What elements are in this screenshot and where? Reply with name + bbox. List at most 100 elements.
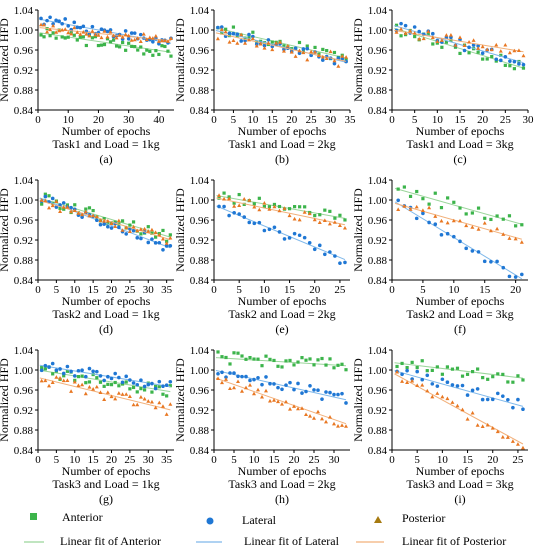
- anterior-point: [51, 31, 55, 35]
- posterior-point: [332, 421, 336, 426]
- anterior-point: [446, 196, 450, 200]
- legend-posterior-marker: [374, 516, 382, 523]
- posterior-point: [80, 212, 85, 217]
- lateral-point: [102, 378, 106, 383]
- lateral-point: [321, 58, 325, 62]
- lateral-point: [106, 374, 110, 379]
- anterior-point: [76, 375, 81, 379]
- anterior-point: [165, 394, 169, 398]
- anterior-point: [410, 360, 414, 364]
- anterior-point: [320, 356, 324, 361]
- posterior-point: [301, 50, 306, 55]
- x-axis-label: Number of epochs: [416, 464, 505, 478]
- anterior-point: [121, 40, 125, 45]
- anterior-point: [87, 380, 92, 384]
- posterior-point: [87, 385, 92, 389]
- anterior-point: [427, 202, 431, 206]
- anterior-point: [161, 228, 165, 233]
- anterior-point: [402, 185, 406, 189]
- y-tick-label: 1.04: [190, 175, 210, 187]
- posterior-point: [470, 225, 475, 229]
- anterior-point: [481, 376, 485, 380]
- posterior-point: [297, 48, 302, 53]
- anterior-point: [507, 214, 512, 218]
- x-tick-label: 10: [259, 284, 271, 296]
- y-axis-label: Normalized HFD: [351, 18, 365, 102]
- lateral-point: [301, 47, 306, 51]
- anterior-point: [458, 206, 462, 210]
- posterior-point: [50, 380, 55, 385]
- lateral-point: [425, 373, 430, 378]
- lateral-point: [256, 375, 260, 380]
- posterior-point: [127, 229, 132, 233]
- posterior-point: [157, 232, 162, 237]
- lateral-point: [157, 240, 162, 245]
- posterior-point: [61, 378, 66, 383]
- lateral-point: [131, 381, 136, 385]
- lateral-point: [102, 222, 106, 226]
- lateral-point: [297, 51, 302, 56]
- posterior-point: [135, 228, 140, 233]
- lateral-point: [75, 25, 80, 30]
- posterior-point: [232, 204, 237, 208]
- posterior-point: [302, 210, 307, 214]
- posterior-point: [124, 225, 129, 230]
- posterior-point: [451, 218, 456, 223]
- posterior-point: [282, 206, 287, 210]
- lateral-point: [247, 32, 251, 37]
- posterior-point: [72, 379, 77, 384]
- x-tick-label: 15: [462, 454, 474, 466]
- anterior-point: [460, 374, 465, 378]
- lateral-point: [333, 254, 337, 258]
- y-tick-label: 0.84: [368, 445, 388, 457]
- anterior-point: [106, 382, 110, 386]
- posterior-point: [435, 391, 440, 395]
- x-tick-label: 20: [487, 454, 499, 466]
- posterior-point: [332, 220, 337, 224]
- panel-caption: Task1 and Load = 1kg: [52, 137, 159, 151]
- anterior-point: [501, 372, 505, 376]
- lateral-point: [120, 380, 125, 385]
- lateral-point: [61, 201, 66, 205]
- lateral-point: [227, 31, 232, 36]
- posterior-point: [309, 49, 314, 54]
- posterior-point: [426, 29, 431, 34]
- anterior-point: [496, 372, 500, 376]
- posterior-point: [453, 43, 458, 47]
- anterior-point: [296, 360, 300, 364]
- y-tick-label: 0.88: [368, 85, 388, 97]
- posterior-point: [239, 32, 244, 37]
- anterior-point: [220, 355, 224, 359]
- lateral-point: [224, 375, 228, 379]
- panel-letter: (i): [454, 492, 465, 506]
- anterior-point: [142, 52, 146, 56]
- posterior-point: [60, 27, 65, 32]
- lateral-point: [300, 391, 304, 395]
- x-tick-label: 25: [309, 454, 321, 466]
- posterior-point: [91, 213, 96, 218]
- x-tick-label: 30: [143, 284, 155, 296]
- posterior-point: [80, 382, 85, 387]
- y-tick-label: 0.96: [190, 45, 210, 57]
- anterior-point: [490, 54, 494, 59]
- posterior-point: [236, 379, 240, 384]
- anterior-point: [399, 34, 403, 38]
- lateral-point: [95, 218, 99, 223]
- x-tick-label: 5: [420, 284, 426, 296]
- anterior-point: [297, 40, 302, 45]
- posterior-point: [138, 394, 143, 399]
- lateral-point: [80, 215, 84, 219]
- x-tick-label: 5: [54, 284, 60, 296]
- x-tick-label: 5: [231, 114, 237, 126]
- lateral-point: [287, 236, 292, 240]
- x-tick-label: 0: [35, 454, 41, 466]
- anterior-point: [131, 220, 136, 224]
- panel-letter: (d): [99, 322, 113, 336]
- lateral-point: [450, 383, 455, 387]
- lateral-point: [216, 371, 220, 376]
- lateral-point: [242, 215, 247, 219]
- posterior-point: [146, 399, 151, 403]
- y-tick-label: 1.00: [368, 195, 388, 207]
- y-tick-label: 1.04: [14, 345, 34, 357]
- panel-letter: (b): [275, 152, 289, 166]
